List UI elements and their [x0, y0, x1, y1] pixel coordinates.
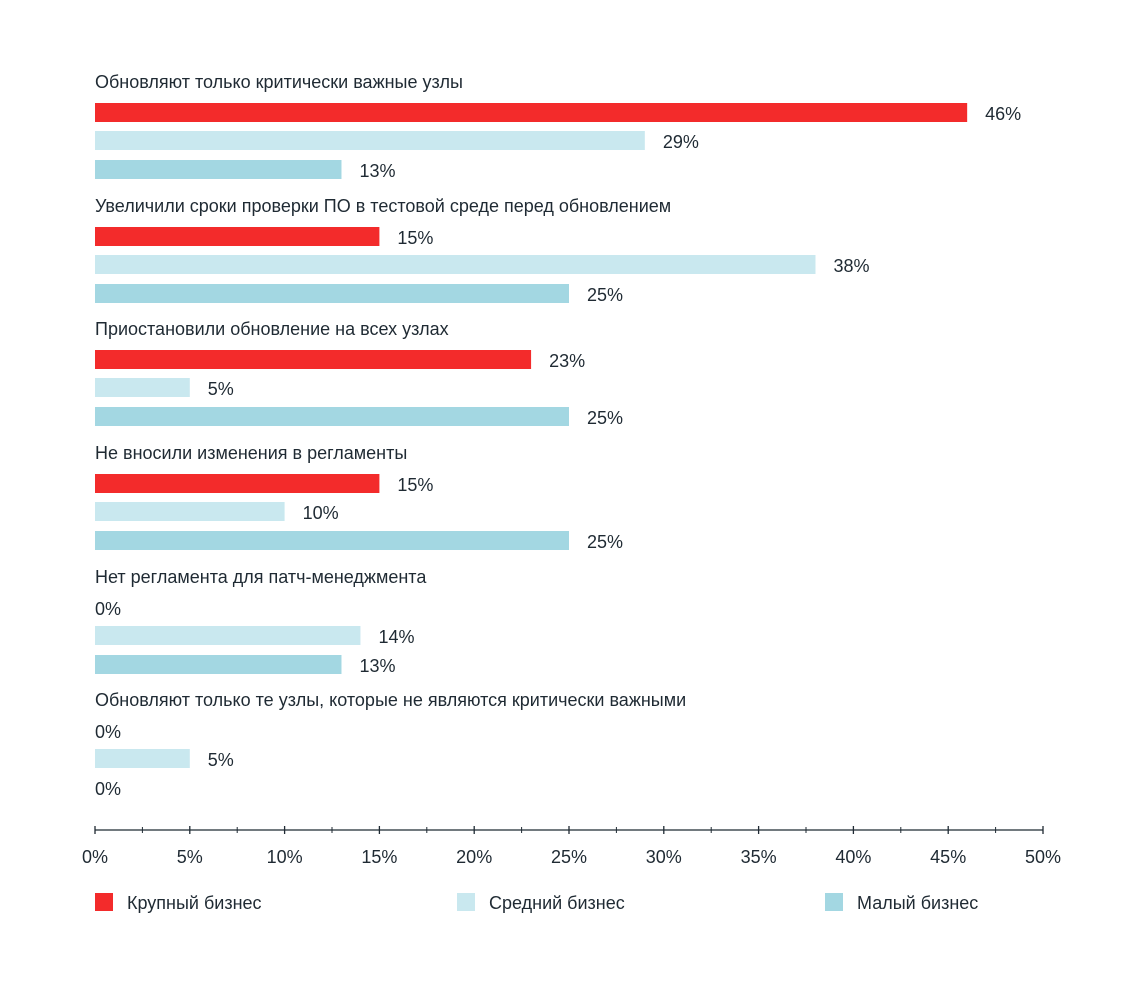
bar-2	[95, 502, 285, 521]
category-label: Не вносили изменения в регламенты	[95, 443, 407, 463]
bar-3	[95, 284, 569, 303]
x-tick-label: 5%	[177, 847, 203, 867]
data-label: 29%	[663, 132, 699, 152]
x-tick-label: 40%	[835, 847, 871, 867]
x-tick-label: 0%	[82, 847, 108, 867]
x-tick-label: 20%	[456, 847, 492, 867]
data-label: 25%	[587, 285, 623, 305]
category-label: Обновляют только критически важные узлы	[95, 72, 463, 92]
data-label: 25%	[587, 532, 623, 552]
data-label: 14%	[378, 627, 414, 647]
bar-2	[95, 378, 190, 397]
bar-2	[95, 626, 361, 645]
bar-2	[95, 131, 645, 150]
bar-3	[95, 160, 342, 179]
data-label: 5%	[208, 750, 234, 770]
x-tick-label: 30%	[646, 847, 682, 867]
x-tick-label: 10%	[267, 847, 303, 867]
bar-3	[95, 407, 569, 426]
data-label: 38%	[833, 256, 869, 276]
data-label: 13%	[359, 161, 395, 181]
bar-1	[95, 103, 968, 122]
data-label: 15%	[397, 475, 433, 495]
x-tick-label: 50%	[1025, 847, 1061, 867]
data-label: 15%	[397, 228, 433, 248]
legend-swatch	[457, 893, 475, 911]
bar-3	[95, 655, 342, 674]
category-label: Увеличили сроки проверки ПО в тестовой с…	[95, 196, 671, 216]
bar-2	[95, 255, 816, 274]
data-label: 5%	[208, 379, 234, 399]
category-label: Нет регламента для патч-менеджмента	[95, 567, 427, 587]
bar-1	[95, 227, 380, 246]
data-label: 13%	[359, 656, 395, 676]
data-label: 0%	[95, 779, 121, 799]
x-tick-label: 15%	[361, 847, 397, 867]
legend-swatch	[95, 893, 113, 911]
legend-swatch	[825, 893, 843, 911]
legend-label: Малый бизнес	[857, 893, 978, 913]
category-label: Приостановили обновление на всех узлах	[95, 319, 449, 339]
data-label: 25%	[587, 408, 623, 428]
data-label: 46%	[985, 104, 1021, 124]
x-tick-label: 45%	[930, 847, 966, 867]
category-label: Обновляют только те узлы, которые не явл…	[95, 690, 686, 710]
x-tick-label: 35%	[741, 847, 777, 867]
data-label: 0%	[95, 599, 121, 619]
bar-3	[95, 531, 569, 550]
data-label: 0%	[95, 722, 121, 742]
data-label: 10%	[303, 503, 339, 523]
bar-1	[95, 350, 532, 369]
x-tick-label: 25%	[551, 847, 587, 867]
bar-2	[95, 749, 190, 768]
legend-label: Средний бизнес	[489, 893, 625, 913]
bar-1	[95, 474, 380, 493]
legend-label: Крупный бизнес	[127, 893, 262, 913]
data-label: 23%	[549, 351, 585, 371]
